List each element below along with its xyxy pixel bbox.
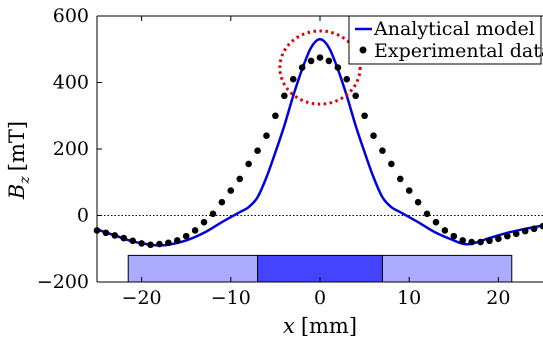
data-point-experimental <box>236 175 244 183</box>
data-point-experimental <box>370 132 377 139</box>
legend-box <box>348 15 542 65</box>
data-point-experimental <box>432 218 440 226</box>
data-point-experimental <box>182 232 190 240</box>
x-axis-label: x [mm] <box>283 314 357 338</box>
data-point-experimental <box>450 232 458 240</box>
x-tick-label: 0 <box>314 287 326 309</box>
data-point-experimental <box>405 187 413 194</box>
data-point-experimental <box>209 210 217 218</box>
data-point-experimental <box>361 112 368 120</box>
data-point-experimental <box>138 240 145 247</box>
data-point-experimental <box>468 238 475 246</box>
data-point-experimental <box>227 187 235 194</box>
data-point-experimental <box>173 237 181 244</box>
y-axis-symbol: B <box>5 184 29 200</box>
x-tick-label: 10 <box>397 287 421 309</box>
data-point-experimental <box>156 240 163 248</box>
data-point-experimental <box>530 225 538 233</box>
data-point-experimental <box>504 232 511 240</box>
data-point-experimental <box>289 75 297 83</box>
data-point-experimental <box>245 160 252 168</box>
y-axis-subscript: z <box>17 176 33 185</box>
data-point-experimental <box>316 54 324 61</box>
legend-label-experimental: Experimental data <box>374 40 543 62</box>
data-point-experimental <box>521 227 529 235</box>
legend: Analytical model Experimental data <box>348 15 543 65</box>
x-axis-symbol: x <box>283 314 295 338</box>
data-point-experimental <box>147 241 154 249</box>
data-point-experimental <box>459 237 467 244</box>
data-point-experimental <box>352 92 359 100</box>
data-point-experimental <box>120 234 128 242</box>
data-point-experimental <box>325 57 333 65</box>
data-point-experimental <box>343 75 351 83</box>
y-axis-unit: [mT] <box>5 121 29 171</box>
data-point-experimental <box>191 227 199 234</box>
data-point-experimental <box>200 218 208 226</box>
legend-label-analytical: Analytical model <box>373 18 535 40</box>
y-tick-label: 200 <box>53 138 89 160</box>
data-point-experimental <box>102 229 110 237</box>
magnet-block-2 <box>381 254 513 283</box>
data-point-experimental <box>512 230 520 238</box>
x-axis-unit: [mm] <box>301 314 357 338</box>
x-tick-label: 20 <box>486 287 510 309</box>
data-point-experimental <box>298 64 306 71</box>
data-point-experimental <box>495 235 502 243</box>
ticks: −20 −10 0 10 20 −200 0 200 400 600 <box>37 5 511 309</box>
data-point-experimental <box>441 227 449 234</box>
plot-area <box>93 29 543 283</box>
y-tick-label: 600 <box>53 5 89 27</box>
y-axis-label: Bz [mT] <box>5 121 33 200</box>
data-point-experimental <box>307 57 315 65</box>
data-point-experimental <box>272 112 279 120</box>
data-point-experimental <box>129 237 136 245</box>
data-point-experimental <box>165 239 172 247</box>
axis-labels: Bz [mT] x [mm] <box>5 121 357 338</box>
series-line-analytical <box>96 38 543 247</box>
data-point-experimental <box>477 238 484 246</box>
legend-marker-experimental <box>359 46 367 54</box>
data-point-experimental <box>111 232 119 239</box>
y-tick-label: 400 <box>53 72 89 94</box>
y-tick-label: 0 <box>77 205 89 227</box>
data-point-experimental <box>263 132 270 139</box>
data-point-experimental <box>486 237 493 245</box>
magnet-block-0 <box>127 254 259 283</box>
highlight-ellipse <box>278 29 362 106</box>
data-point-experimental <box>281 92 288 100</box>
data-point-experimental <box>396 175 404 183</box>
data-point-experimental <box>423 210 431 218</box>
data-point-experimental <box>379 147 386 154</box>
x-tick-label: −20 <box>122 287 162 309</box>
data-point-experimental <box>218 198 226 206</box>
data-point-experimental <box>388 160 395 168</box>
y-tick-label: −200 <box>37 271 89 293</box>
data-point-experimental <box>539 222 543 230</box>
data-point-experimental <box>254 147 261 154</box>
x-tick-label: −10 <box>211 287 251 309</box>
data-point-experimental <box>414 198 422 206</box>
data-point-experimental <box>334 64 342 71</box>
